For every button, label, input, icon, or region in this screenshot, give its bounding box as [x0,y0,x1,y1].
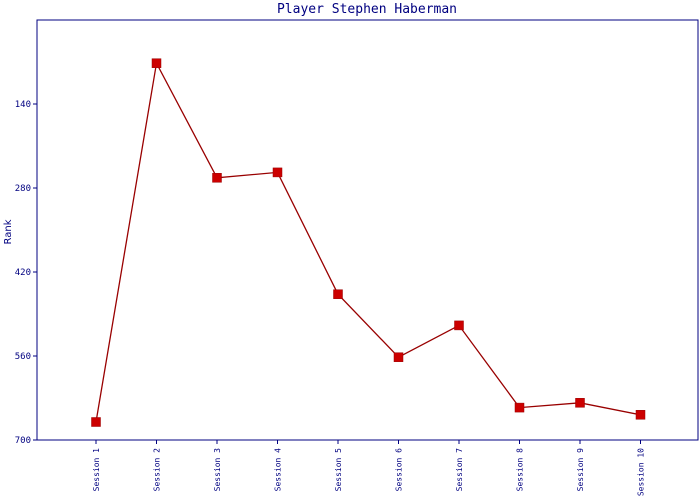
data-point-marker [454,320,464,331]
data-point-marker [575,398,585,408]
y-tick-label: 420 [15,268,31,278]
y-tick-label: 560 [15,352,31,362]
data-point-marker [212,173,222,183]
chart-title: Player Stephen Haberman [277,2,457,17]
y-tick-label: 140 [15,100,31,110]
x-tick-label: Session 10 [637,448,646,496]
series-layer [91,58,646,427]
x-tick-label: Session 1 [92,448,101,492]
x-tick-label: Session 9 [576,448,585,492]
x-tick-label: Session 2 [153,448,162,492]
data-point-marker [151,58,162,68]
x-tick-label: Session 7 [455,448,464,492]
data-point-marker [514,402,525,413]
x-tick-label: Session 4 [274,448,283,492]
y-axis-ticks: 140 280 420 560 700 [15,100,37,446]
series-line [95,61,641,423]
data-point-marker [635,410,646,420]
plot-frame [36,19,699,441]
data-point-marker [393,352,404,362]
x-axis-ticks: Session 1 Session 2 Session 3 Session 4 Sess… [92,440,646,496]
data-point-marker [272,167,283,178]
x-tick-label: Session 3 [213,448,222,492]
y-axis-label: Rank [3,219,14,244]
data-point-marker [333,289,343,299]
x-tick-label: Session 6 [395,448,404,492]
x-tick-label: Session 8 [516,448,525,492]
data-point-marker [91,417,101,427]
x-tick-label: Session 5 [334,448,343,492]
y-tick-label: 280 [15,184,31,194]
y-tick-label: 700 [15,436,31,446]
